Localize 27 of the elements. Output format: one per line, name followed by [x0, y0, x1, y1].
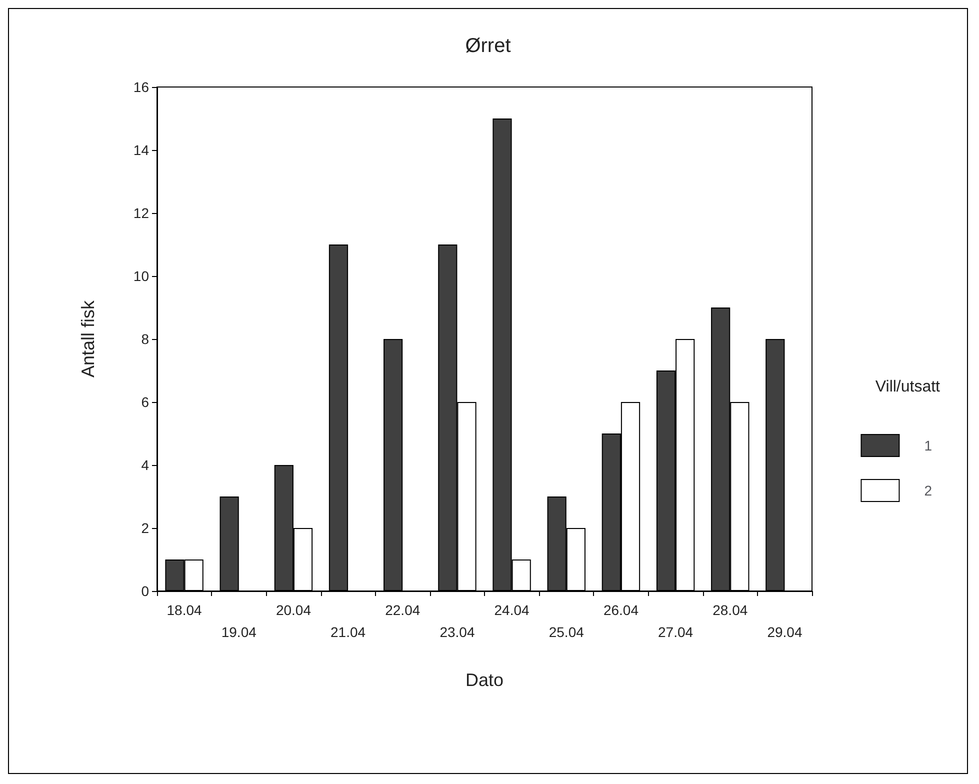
y-tick-label: 10 [133, 268, 150, 284]
chart-title: Ørret [465, 35, 512, 57]
x-axis-title: Dato [465, 670, 504, 690]
legend-label: 1 [924, 438, 932, 454]
y-tick-label: 2 [141, 520, 150, 536]
x-tick-label: 27.04 [658, 624, 694, 640]
y-tick-label: 8 [141, 331, 150, 347]
y-tick-label: 14 [133, 142, 150, 158]
x-tick-label: 18.04 [166, 602, 202, 618]
y-tick-label: 16 [133, 79, 150, 95]
x-tick-label: 29.04 [767, 624, 802, 640]
legend-label: 2 [924, 482, 932, 498]
y-tick-label: 6 [141, 394, 150, 410]
x-tick-label: 24.04 [494, 602, 530, 618]
y-tick-label: 12 [133, 205, 150, 221]
x-tick-label: 22.04 [385, 602, 420, 618]
y-tick-label: 4 [141, 457, 150, 473]
y-tick-label: 0 [141, 583, 150, 599]
y-axis-title: Antall fisk [78, 299, 98, 378]
x-tick-label: 26.04 [603, 602, 639, 618]
x-tick-label: 23.04 [440, 624, 475, 640]
x-tick-label: 20.04 [276, 602, 312, 618]
legend-title: Vill/utsatt [875, 378, 941, 396]
x-tick-label: 25.04 [548, 624, 584, 640]
x-tick-label: 28.04 [712, 602, 748, 618]
x-tick-label: 19.04 [221, 624, 257, 640]
x-tick-label: 21.04 [330, 624, 366, 640]
